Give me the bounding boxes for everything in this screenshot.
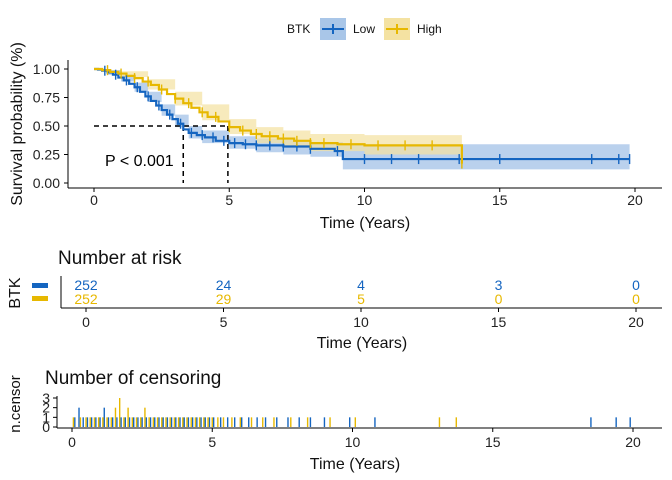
km-annotation-pvalue: P < 0.001: [105, 153, 174, 170]
censoring-y-axis-title: n.censor: [7, 375, 24, 433]
risk-value-high-15: 0: [495, 291, 503, 307]
risk-value-low-20: 0: [632, 277, 640, 293]
censor-x-tick-label-0: 0: [68, 434, 76, 450]
km-y-tick-label-0: 0.00: [33, 175, 60, 191]
risk-table-x-ticks: 0 5 10 15 20: [82, 308, 644, 330]
censoring-bars: [72, 398, 631, 427]
censor-y-tick-label-0: 0: [42, 419, 50, 435]
km-x-tick-label-1: 5: [225, 192, 233, 208]
risk-value-low-15: 3: [495, 277, 503, 293]
km-y-tick-label-4: 1.00: [33, 61, 60, 77]
risk-value-low-5: 24: [216, 277, 232, 293]
km-y-tick-label-2: 0.50: [33, 118, 60, 134]
risk-x-tick-label-0: 0: [82, 314, 90, 330]
risk-x-tick-label-1: 5: [220, 314, 228, 330]
censor-y-tick-label-1: 1: [42, 409, 50, 425]
risk-value-high-20: 0: [632, 291, 640, 307]
risk-value-low-0: 252: [74, 277, 98, 293]
km-band-high: [94, 69, 462, 183]
risk-row-key-low: [32, 283, 48, 288]
risk-x-tick-label-2: 10: [353, 314, 369, 330]
km-x-tick-label-0: 0: [90, 192, 98, 208]
legend-item-high: High: [384, 18, 442, 40]
km-x-ticks: 0 5 10 15 20: [90, 188, 643, 208]
risk-table-title: Number at risk: [58, 248, 182, 269]
risk-value-high-5: 29: [216, 291, 232, 307]
km-x-tick-label-4: 20: [627, 192, 643, 208]
risk-table-x-axis-title: Time (Years): [317, 335, 407, 352]
legend: BTK Low High: [287, 18, 442, 40]
censor-y-tick-label-2: 2: [42, 400, 50, 416]
risk-value-high-10: 5: [357, 291, 365, 307]
censoring-x-axis-title: Time (Years): [310, 456, 400, 473]
km-band-low: [94, 69, 630, 170]
risk-x-tick-label-4: 20: [628, 314, 644, 330]
censor-x-tick-label-2: 10: [345, 434, 361, 450]
censoring-title: Number of censoring: [45, 368, 221, 389]
km-censor-marks: [104, 65, 631, 169]
km-y-tick-label-1: 0.25: [33, 147, 60, 163]
km-x-tick-label-2: 10: [357, 192, 373, 208]
km-x-axis-title: Time (Years): [320, 215, 410, 232]
risk-x-tick-label-3: 15: [491, 314, 507, 330]
risk-row-key-high: [32, 296, 48, 301]
median-survival-lines: [94, 125, 229, 183]
legend-item-low: Low: [320, 18, 375, 40]
risk-value-low-10: 4: [357, 277, 365, 293]
km-confidence-bands: [94, 69, 630, 183]
km-panel: 0.000.250.500.751.00 0 5 10 15 20 P < 0.001 …: [9, 42, 662, 232]
km-x-tick-label-3: 15: [492, 192, 508, 208]
censoring-x-ticks: 0 5 10 15 20: [68, 428, 641, 450]
censor-x-tick-label-4: 20: [625, 434, 641, 450]
censor-y-tick-label-3: 3: [42, 390, 50, 406]
legend-title: BTK: [287, 22, 310, 36]
km-y-tick-label-3: 0.75: [33, 90, 60, 106]
legend-label-low: Low: [353, 22, 375, 36]
risk-table-y-axis-title: BTK: [7, 277, 24, 308]
censor-x-tick-label-3: 15: [485, 434, 501, 450]
km-y-axis-title: Survival probability (%): [9, 42, 26, 206]
censor-x-tick-label-1: 5: [208, 434, 216, 450]
km-curve-high: [94, 67, 463, 164]
legend-label-high: High: [417, 22, 442, 36]
risk-value-high-0: 252: [74, 291, 98, 307]
km-y-ticks: 0.00 0.25 0.50 0.75 1.00: [33, 61, 68, 191]
